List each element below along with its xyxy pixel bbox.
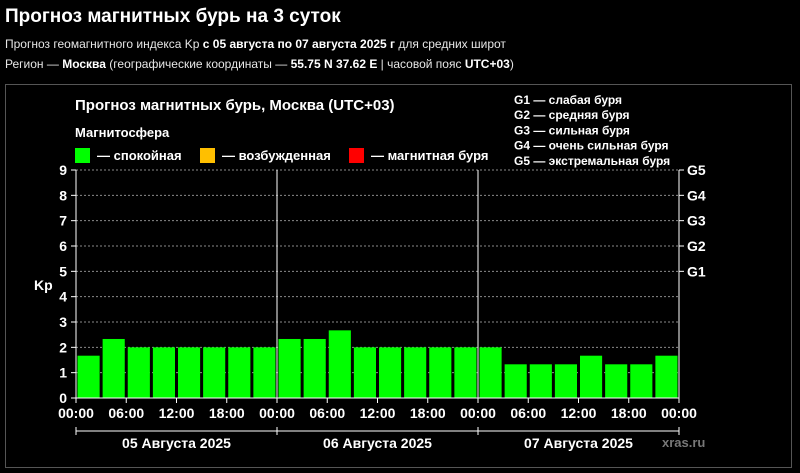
chart-title: Прогноз магнитных бурь, Москва (UTC+03) [75, 97, 395, 114]
bar [404, 347, 427, 398]
x-tick-label: 12:00 [360, 405, 396, 421]
x-tick-label: 06:00 [510, 405, 546, 421]
bar [429, 347, 452, 398]
bar [554, 364, 577, 398]
legend-swatch [349, 148, 364, 163]
bar [379, 347, 402, 398]
bar [228, 347, 251, 398]
x-tick-label: 00:00 [460, 405, 496, 421]
storm-level-label: G3 — сильная буря [514, 123, 630, 137]
bar [278, 338, 301, 398]
y-tick-label: 2 [59, 339, 67, 355]
right-tick-label: G4 [687, 187, 706, 203]
bar [353, 347, 376, 398]
x-tick-label: 00:00 [58, 405, 94, 421]
y-tick-label: 6 [59, 238, 67, 254]
bar [328, 330, 351, 398]
x-tick-label: 18:00 [611, 405, 647, 421]
description-prefix: Прогноз геомагнитного индекса Kp [5, 37, 203, 51]
region-info: Регион — Москва (географические координа… [5, 57, 514, 71]
page-title: Прогноз магнитных бурь на 3 суток [5, 6, 341, 27]
legend: — спокойная — возбужденная — магнитная бур… [75, 148, 488, 163]
bar [203, 347, 226, 398]
y-tick-label: 1 [59, 365, 67, 381]
region-timezone: UTC+03 [464, 57, 510, 71]
storm-level-label: G2 — средняя буря [514, 108, 630, 122]
chart-frame [5, 84, 792, 468]
y-tick-label: 9 [59, 162, 67, 178]
bar [102, 338, 125, 398]
y-tick-label: 4 [59, 289, 67, 305]
axes: 0 1 2 3 4 5 6 7 8 9 G1 G2 G3 G4 G5 00:00 06:00 12:00 18:00… [58, 162, 706, 451]
legend-label: — возбужденная [222, 148, 331, 163]
region-name: Москва [62, 57, 106, 71]
legend-label: — спокойная [97, 148, 182, 163]
date-range: с 05 августа по 07 августа 2025 г [202, 37, 396, 51]
y-tick-label: 3 [59, 314, 67, 330]
x-tick-label: 00:00 [259, 405, 295, 421]
day-label: 05 Августа 2025 [122, 435, 231, 451]
bar [454, 347, 477, 398]
x-tick-label: 00:00 [661, 405, 697, 421]
region-suffix: ) [509, 57, 514, 71]
right-tick-label: G2 [687, 238, 706, 254]
x-tick-label: 12:00 [561, 405, 597, 421]
day-label: 06 Августа 2025 [323, 435, 432, 451]
right-tick-label: G5 [687, 162, 706, 178]
bar [303, 338, 326, 398]
y-tick-label: 5 [59, 263, 67, 279]
region-middle2: | часовой пояс [377, 57, 465, 71]
bar [655, 355, 678, 398]
legend-swatch [75, 148, 90, 163]
grid-lines [76, 169, 679, 374]
storm-level-label: G5 — экстремальная буря [514, 154, 670, 168]
day-label: 07 Августа 2025 [524, 435, 633, 451]
forecast-description: Прогноз геомагнитного индекса Kp с 05 ав… [5, 37, 506, 51]
y-axis-label: Kp [34, 277, 53, 293]
legend-label: — магнитная буря [371, 148, 488, 163]
y-tick-label: 7 [59, 213, 67, 229]
bar [77, 355, 100, 398]
bar [152, 347, 175, 398]
legend-swatch [200, 148, 215, 163]
legend-title: Магнитосфера [75, 125, 170, 140]
bar [479, 347, 502, 398]
watermark: xras.ru [662, 435, 705, 450]
right-tick-label: G1 [687, 263, 706, 279]
bar [605, 364, 628, 398]
storm-level-label: G1 — слабая буря [514, 93, 622, 107]
x-tick-label: 06:00 [108, 405, 144, 421]
bar [178, 347, 201, 398]
y-tick-label: 8 [59, 187, 67, 203]
bar [630, 364, 653, 398]
x-tick-label: 18:00 [209, 405, 245, 421]
storm-level-label: G4 — очень сильная буря [514, 139, 669, 153]
region-middle: (географические координаты — [105, 57, 291, 71]
region-coords: 55.75 N 37.62 E [290, 57, 378, 71]
bar [504, 364, 527, 398]
bars [77, 330, 678, 398]
bar [580, 355, 603, 398]
x-tick-label: 06:00 [309, 405, 345, 421]
region-prefix: Регион — [5, 57, 63, 71]
bar [127, 347, 150, 398]
description-suffix: для средних широт [395, 37, 506, 51]
y-tick-label: 0 [59, 390, 67, 406]
x-tick-label: 12:00 [159, 405, 195, 421]
x-tick-label: 18:00 [410, 405, 446, 421]
bar [529, 364, 552, 398]
right-tick-label: G3 [687, 213, 706, 229]
bar [253, 347, 276, 398]
